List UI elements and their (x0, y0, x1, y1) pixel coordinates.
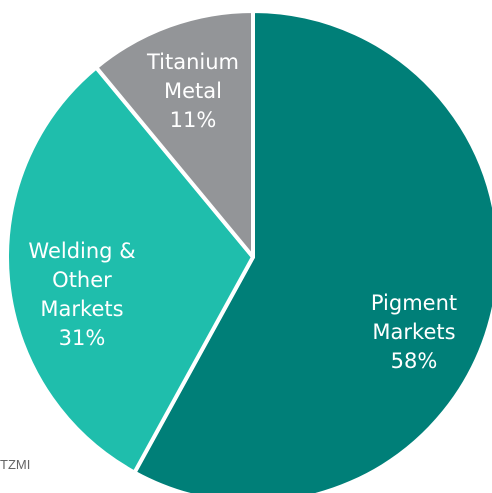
pie-slices (5, 9, 492, 493)
pie-slice-name-line: Metal (164, 79, 222, 103)
pie-slice-label-0: Pigment Markets 58% (371, 291, 457, 373)
pie-labels: Pigment Markets 58% Welding & Other Markets 31… (28, 50, 457, 373)
pie-slice-value: 58% (391, 349, 438, 373)
pie-slice-name-line: Titanium (146, 50, 239, 74)
pie-slice-label-2: Titanium Metal 11% (146, 50, 239, 132)
pie-slice-value: 31% (59, 326, 106, 350)
pie-slice-name-line: Other (52, 268, 112, 292)
pie-slice-0 (132, 9, 492, 493)
pie-slice-2 (94, 9, 255, 259)
source-note: TZMI (0, 457, 31, 472)
pie-slice-1 (5, 65, 255, 475)
pie-slice-name-line: Welding & (28, 239, 135, 263)
pie-slice-name-line: Markets (372, 320, 455, 344)
pie-slice-name-line: Markets (40, 297, 123, 321)
pie-slice-name-line: Pigment (371, 291, 457, 315)
pie-slice-label-1: Welding & Other Markets 31% (28, 239, 135, 350)
pie-slice-value: 11% (170, 108, 217, 132)
